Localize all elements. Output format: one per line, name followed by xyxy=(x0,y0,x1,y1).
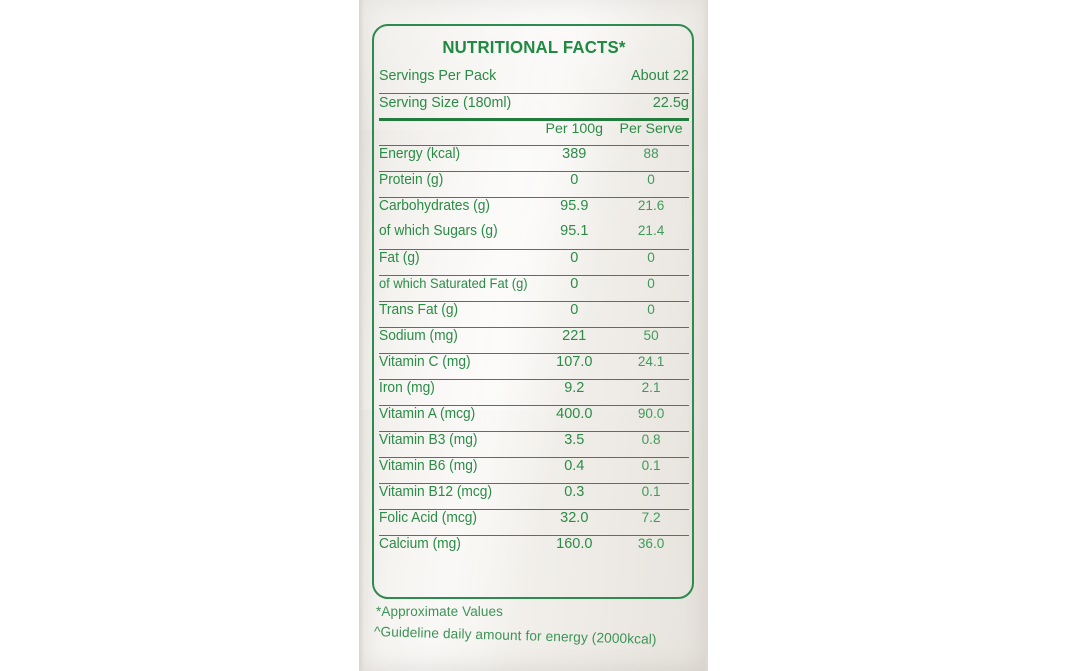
table-row-servings-per-pack: Servings Per Pack About 22 xyxy=(379,67,689,93)
table-row-serving-size: Serving Size (180ml) 22.5g xyxy=(379,92,689,119)
nutrient-per-serve: 0 xyxy=(613,248,689,275)
nutrient-per-serve: 90.0 xyxy=(613,404,689,431)
nutrient-name: Vitamin B12 (mcg) xyxy=(379,482,528,509)
nutrient-name: Folic Acid (mcg) xyxy=(379,508,528,535)
nutrient-name: Calcium (mg) xyxy=(379,534,528,561)
nutrient-per-serve: 7.2 xyxy=(613,508,689,535)
header-spacer xyxy=(379,117,536,145)
nutrient-per-100g: 3.5 xyxy=(535,430,614,457)
nutrient-name: Iron (mg) xyxy=(379,378,528,405)
nutrient-per-100g: 0 xyxy=(535,248,614,275)
nutrient-name: Sodium (mg) xyxy=(379,326,528,353)
nutrition-panel-content: NUTRITIONAL FACTS* Servings Per Pack Abo… xyxy=(372,24,696,600)
table-row: Trans Fat (g) 0 0 xyxy=(379,300,689,327)
nutrient-per-serve: 0.1 xyxy=(613,456,689,483)
servings-per-pack-value: About 22 xyxy=(630,68,689,84)
nutrient-per-100g: 32.0 xyxy=(535,508,614,535)
page-title: NUTRITIONAL FACTS* xyxy=(442,37,626,57)
table-row: Sodium (mg) 221 50 xyxy=(379,326,689,353)
table-row: of which Saturated Fat (g) 0 0 xyxy=(379,274,689,301)
nutrient-per-serve: 24.1 xyxy=(613,352,689,379)
serving-size-label: Serving Size (180ml) xyxy=(379,92,528,119)
nutrient-name: of which Sugars (g) xyxy=(379,223,498,239)
nutrient-per-100g: 400.0 xyxy=(535,404,614,431)
nutrient-per-serve: 0 xyxy=(613,274,689,301)
nutrient-per-100g: 0.3 xyxy=(535,482,614,509)
table-row: Vitamin C (mg) 107.0 24.1 xyxy=(379,352,689,379)
table-row: Energy (kcal) 389 88 xyxy=(379,144,689,171)
servings-per-pack-label: Servings Per Pack xyxy=(379,67,497,84)
nutrient-name: Protein (g) xyxy=(379,170,528,197)
nutrient-per-100g: 9.2 xyxy=(535,378,614,405)
table-row: Vitamin A (mcg) 400.0 90.0 xyxy=(379,404,689,431)
nutrient-name: Energy (kcal) xyxy=(379,144,528,171)
table-row: Vitamin B3 (mg) 3.5 0.8 xyxy=(379,430,689,457)
footnote-approximate-values: *Approximate Values xyxy=(376,604,503,619)
nutrient-per-serve: 21.4 xyxy=(637,223,665,238)
nutrient-name: Fat (g) xyxy=(379,248,528,275)
nutrient-per-100g: 0 xyxy=(535,170,614,197)
nutrient-name: of which Saturated Fat (g) xyxy=(379,274,528,301)
nutrient-per-100g: 221 xyxy=(535,326,614,353)
nutrition-panel-border xyxy=(372,24,694,599)
footnotes: *Approximate Values ^Guideline daily amo… xyxy=(372,604,702,647)
serving-size-value: 22.5g xyxy=(535,92,689,119)
nutrient-per-100g: 0 xyxy=(535,274,614,301)
table-column-headers: Per 100g Per Serve xyxy=(379,117,689,145)
nutrient-per-100g: 0.4 xyxy=(535,456,614,483)
nutrient-name: Vitamin B6 (mg) xyxy=(379,456,528,483)
nutrient-per-serve: 36.0 xyxy=(613,534,689,561)
nutrient-name: Vitamin C (mg) xyxy=(379,352,528,379)
nutrient-per-100g: 95.1 xyxy=(560,223,589,239)
table-row: Calcium (mg) 160.0 36.0 xyxy=(379,534,689,561)
nutrient-per-serve: 50 xyxy=(613,326,689,353)
table-row: Protein (g) 0 0 xyxy=(379,170,689,197)
table-row: Iron (mg) 9.2 2.1 xyxy=(379,378,689,405)
nutrient-per-100g: 107.0 xyxy=(535,352,614,379)
column-header-per-serve: Per Serve xyxy=(613,117,689,145)
nutrition-facts-table: Servings Per Pack About 22 Serving Size … xyxy=(379,67,689,561)
nutrient-per-serve: 0.8 xyxy=(613,430,689,457)
table-row: Folic Acid (mcg) 32.0 7.2 xyxy=(379,508,689,535)
column-header-per-100g: Per 100g xyxy=(535,117,614,145)
nutrient-name: Vitamin A (mcg) xyxy=(379,404,528,431)
table-row: Carbohydrates (g) 95.9 21.6 xyxy=(379,196,689,223)
table-row: of which Sugars (g) 95.1 21.4 xyxy=(379,223,689,249)
table-row: Fat (g) 0 0 xyxy=(379,248,689,275)
nutrient-per-100g: 95.9 xyxy=(535,196,614,223)
pack-right-edge-shadow xyxy=(703,0,708,671)
table-row: Vitamin B6 (mg) 0.4 0.1 xyxy=(379,456,689,483)
nutrient-per-serve: 21.6 xyxy=(613,196,689,223)
nutrient-per-100g: 160.0 xyxy=(535,534,614,561)
nutrient-per-serve: 0 xyxy=(613,170,689,197)
nutrient-name: Carbohydrates (g) xyxy=(379,196,528,223)
table-row: Vitamin B12 (mcg) 0.3 0.1 xyxy=(379,482,689,509)
nutrient-name: Vitamin B3 (mg) xyxy=(379,430,528,457)
nutrient-per-100g: 389 xyxy=(535,144,614,171)
nutrient-per-serve: 2.1 xyxy=(613,378,689,405)
nutrient-per-serve: 0.1 xyxy=(613,482,689,509)
nutrient-name: Trans Fat (g) xyxy=(379,300,528,327)
nutrient-per-100g: 0 xyxy=(535,300,614,327)
nutrient-per-serve: 0 xyxy=(613,300,689,327)
nutrient-per-serve: 88 xyxy=(613,144,689,171)
pack-left-edge-shadow xyxy=(359,0,364,671)
